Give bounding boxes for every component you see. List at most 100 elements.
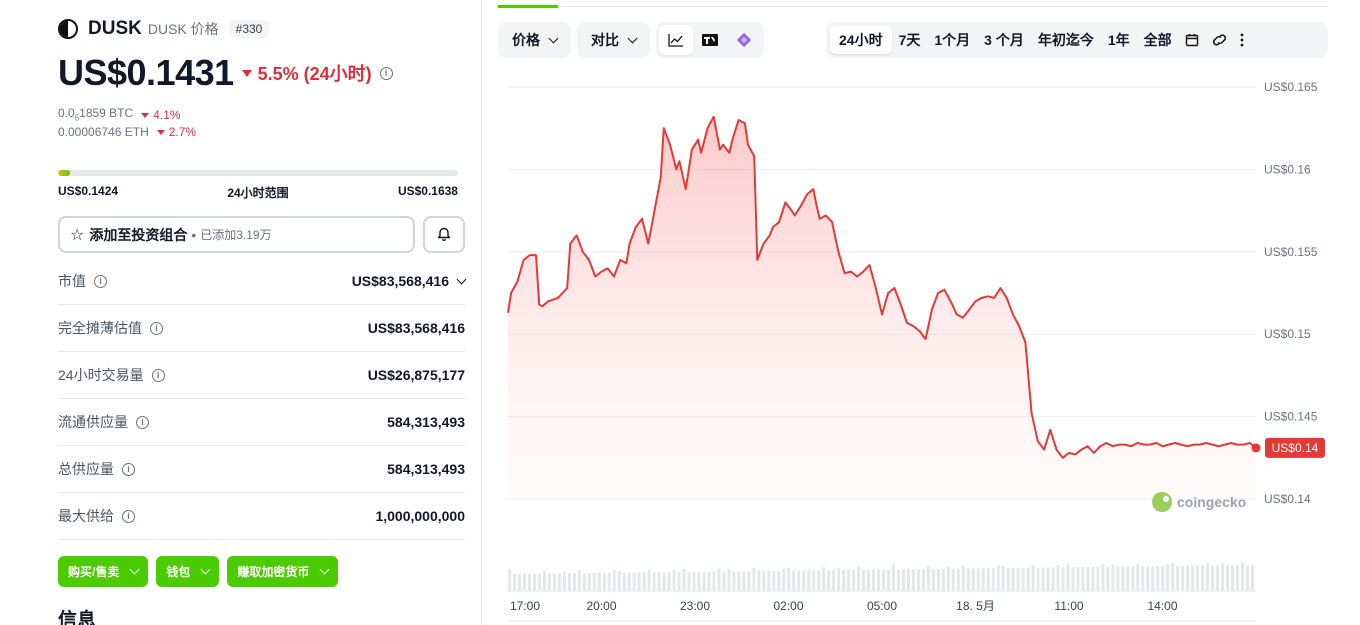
stat-value-text: US$83,568,416 — [367, 320, 465, 336]
add-to-portfolio-label: 添加至投资组合 — [89, 226, 188, 243]
volume-bar — [612, 569, 616, 591]
stat-row[interactable]: 市值 i US$83,568,416 — [58, 258, 467, 305]
stat-label: 市值 i — [58, 271, 107, 291]
buy-sell-button[interactable]: 购买/售卖 — [58, 556, 149, 587]
portfolio-added-count: 已添加3.19万 — [200, 228, 272, 242]
bell-icon — [437, 227, 451, 242]
volume-bar — [582, 573, 586, 591]
rank-badge: #330 — [228, 20, 270, 38]
calendar-button[interactable] — [1179, 26, 1205, 54]
volume-bar — [787, 567, 791, 591]
time-range-3[interactable]: 3 个月 — [984, 32, 1024, 48]
volume-bar — [1046, 567, 1050, 591]
stat-row: 24小时交易量 i US$26,875,177 — [58, 352, 465, 399]
time-range-0[interactable]: 24小时 — [830, 26, 892, 54]
tradingview-icon — [702, 34, 718, 46]
volume-bar — [562, 571, 566, 591]
volume-bar — [732, 571, 736, 591]
coin-subtitle: DUSK 价格 — [147, 21, 219, 37]
time-range-6[interactable]: 全部 — [1143, 32, 1172, 48]
volume-bar — [901, 569, 905, 591]
volume-bar — [802, 570, 806, 591]
action-buttons: 购买/售卖 钱包 赚取加密货币 — [58, 556, 339, 587]
add-to-portfolio-button[interactable]: ☆ 添加至投资组合 • 已添加3.19万 — [58, 216, 415, 253]
compare-dropdown-label: 对比 — [591, 32, 619, 48]
price-dropdown-label: 价格 — [512, 32, 540, 48]
eth-price: 0.00006746 ETH — [58, 125, 149, 140]
volume-bar — [777, 570, 781, 591]
stat-row: 完全摊薄估值 i US$83,568,416 — [58, 305, 465, 352]
volume-bar — [1121, 566, 1125, 591]
volume-bar — [1151, 566, 1155, 591]
ai-insight-button[interactable] — [727, 25, 761, 55]
info-icon[interactable]: i — [379, 66, 393, 80]
price-chart-svg[interactable]: US$0.165 US$0.16 US$0.155 US$0.15 US$0.145 US… — [498, 70, 1360, 625]
wallet-button[interactable]: 钱包 — [156, 556, 220, 587]
volume-bar — [552, 573, 556, 591]
x-tick-label: 23:00 — [680, 599, 710, 613]
price-dropdown[interactable]: 价格 — [498, 22, 571, 58]
time-range-5[interactable]: 1年 — [1107, 32, 1130, 48]
volume-bar — [1191, 565, 1195, 591]
volume-bar — [1061, 567, 1065, 591]
info-icon[interactable]: i — [151, 368, 165, 382]
volume-bar — [822, 567, 826, 591]
time-range-4[interactable]: 年初迄今 — [1037, 32, 1094, 48]
chevron-down-icon[interactable] — [456, 274, 467, 284]
panel-divider — [481, 0, 482, 625]
info-icon[interactable]: i — [122, 509, 135, 523]
volume-bar — [597, 572, 601, 591]
volume-bar — [921, 569, 925, 591]
stat-row: 总供应量 i 584,313,493 — [58, 446, 465, 493]
share-link-button[interactable] — [1205, 26, 1234, 54]
time-range-1[interactable]: 7天 — [898, 32, 921, 48]
24h-range-labels: US$0.1424 24小时范围 US$0.1638 — [58, 184, 458, 201]
volume-bar — [807, 570, 811, 591]
volume-bar — [931, 568, 935, 591]
volume-bar — [512, 573, 516, 591]
price-area-fill — [508, 116, 1256, 499]
stat-value-text: US$26,875,177 — [367, 367, 465, 383]
24h-range-bar — [58, 170, 458, 176]
price-line-series[interactable] — [507, 115, 1257, 459]
volume-bar — [837, 568, 841, 591]
stat-row: 流通供应量 i 584,313,493 — [58, 399, 465, 446]
info-icon[interactable]: i — [94, 274, 107, 288]
coingecko-watermark: coingecko — [1177, 494, 1246, 510]
active-tab-indicator — [498, 5, 558, 8]
volume-bar — [847, 569, 851, 591]
volume-bar — [757, 571, 761, 591]
stat-value: 584,313,493 — [387, 414, 465, 430]
volume-bar — [1211, 565, 1215, 591]
volume-bar — [542, 570, 546, 591]
volume-bar — [1156, 566, 1160, 591]
stat-row: 最大供给 i 1,000,000,000 — [58, 493, 465, 540]
info-icon[interactable]: i — [150, 321, 163, 335]
volume-bar — [976, 568, 980, 591]
y-tick-label: US$0.155 — [1264, 245, 1318, 259]
chevron-down-icon — [548, 33, 559, 43]
volume-bar — [1001, 566, 1005, 591]
volume-bar — [981, 568, 985, 591]
price-chart[interactable]: US$0.165 US$0.16 US$0.155 US$0.15 US$0.145 US… — [498, 70, 1360, 625]
time-range-2[interactable]: 1个月 — [934, 32, 971, 48]
more-options-button[interactable] — [1234, 26, 1250, 54]
volume-bar — [1081, 567, 1085, 591]
info-icon[interactable]: i — [136, 415, 149, 429]
tradingview-button[interactable] — [693, 25, 727, 55]
x-tick-label: 20:00 — [586, 599, 616, 613]
volume-bar — [1076, 567, 1080, 591]
stat-value: US$83,568,416 — [368, 320, 465, 336]
compare-dropdown[interactable]: 对比 — [577, 22, 650, 58]
volume-bar — [1176, 565, 1180, 591]
volume-bar — [687, 571, 691, 591]
line-chart-button[interactable] — [659, 25, 693, 55]
price-alert-button[interactable] — [423, 216, 465, 253]
more-vertical-icon — [1240, 33, 1244, 47]
earn-crypto-button[interactable]: 赚取加密货币 — [227, 556, 339, 587]
volume-bar — [667, 572, 671, 591]
volume-bar — [886, 569, 890, 591]
coingecko-logo-eye — [1163, 496, 1169, 502]
info-icon[interactable]: i — [122, 462, 135, 476]
current-price-dot — [1251, 443, 1261, 453]
